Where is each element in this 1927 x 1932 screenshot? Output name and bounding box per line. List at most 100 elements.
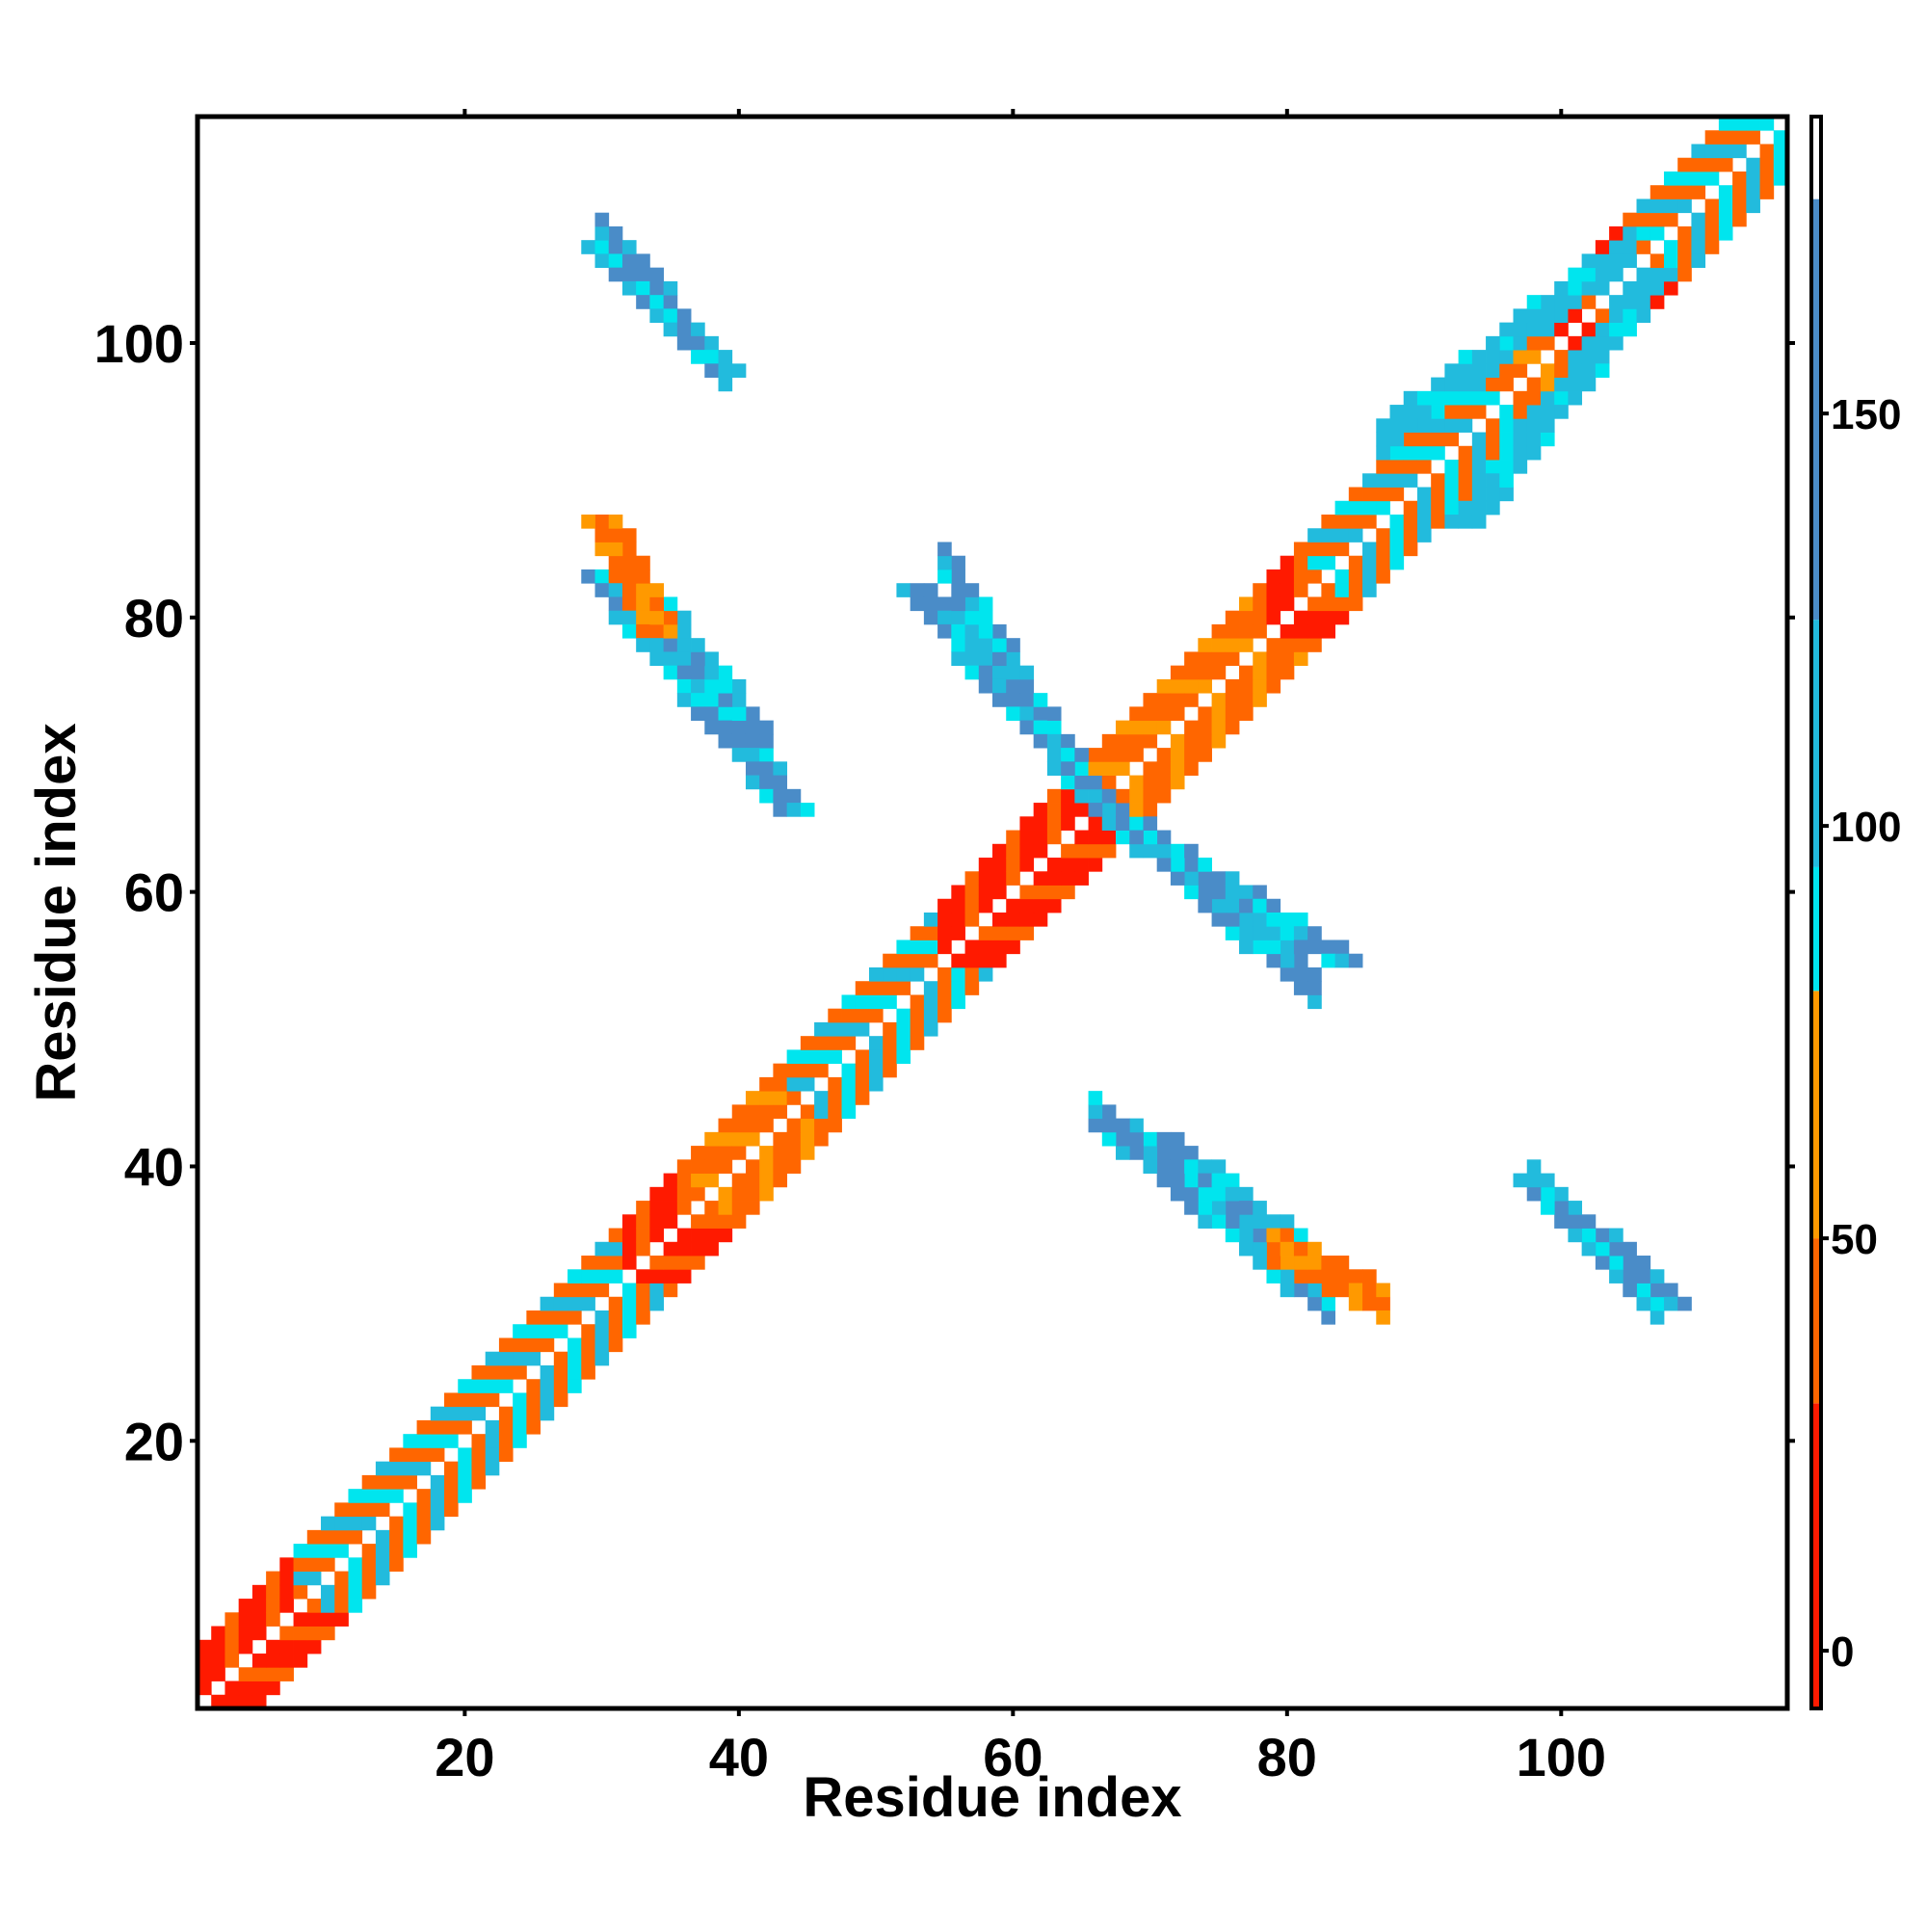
heatmap-cell [1280,623,1295,639]
heatmap-cell [1431,390,1445,406]
heatmap-cell [978,898,993,913]
heatmap-cell [1006,913,1020,927]
heatmap-cell [306,1626,322,1641]
heatmap-cell [608,1324,623,1338]
heatmap-cell [992,858,1007,872]
heatmap-cell [553,1364,568,1380]
heatmap-cell [759,1076,774,1092]
heatmap-cell [1526,350,1542,364]
heatmap-cell [581,1269,595,1284]
heatmap-cell [1321,623,1335,639]
heatmap-cell [841,1008,857,1023]
heatmap-cell [759,720,774,735]
heatmap-cell [321,1529,335,1545]
y-axis-title: Residue index [25,723,88,1101]
heatmap-cell [691,1186,705,1202]
heatmap-cell [964,966,980,982]
heatmap-cell [485,1351,500,1366]
heatmap-cell [1019,913,1035,927]
heatmap-cell [1691,240,1706,254]
heatmap-cell [1116,1131,1130,1147]
heatmap-cell [1046,761,1062,776]
heatmap-cell [937,913,952,927]
heatmap-cell [1595,363,1610,378]
heatmap-cell [1636,267,1651,282]
heatmap-cell [251,1584,267,1600]
heatmap-cell [800,1049,815,1065]
heatmap-cell [430,1502,445,1518]
heatmap-cell [786,1091,802,1105]
heatmap-cell [471,1461,487,1476]
heatmap-cell [321,1626,335,1641]
heatmap-cell [444,1461,459,1476]
heatmap-cell [1403,542,1418,557]
heatmap-cell [1486,460,1500,474]
heatmap-cell [951,638,965,652]
heatmap-cell [608,1337,623,1353]
heatmap-cell [1006,651,1020,667]
heatmap-cell [1609,308,1623,324]
heatmap-cell [937,610,952,625]
colorbar-band [1811,620,1821,867]
heatmap-cell [676,1201,692,1215]
heatmap-cell [649,280,665,296]
heatmap-cell [1101,733,1117,749]
heatmap-cell [1019,843,1035,859]
heatmap-cell [1389,528,1405,543]
heatmap-cell [1280,1283,1295,1298]
heatmap-cell [1116,1146,1130,1160]
heatmap-cell [568,1379,582,1393]
heatmap-cell [937,542,952,557]
heatmap-cell [403,1502,417,1518]
heatmap-cell [1129,775,1144,790]
heatmap-cell [910,940,925,955]
heatmap-cell [1650,212,1665,227]
heatmap-cell [1526,1186,1542,1202]
heatmap-cell [786,788,802,804]
heatmap-cell [937,994,952,1010]
heatmap-cell [1650,280,1665,296]
heatmap-cell [759,1186,774,1202]
heatmap-cell [964,913,980,927]
heatmap-cell [1006,830,1020,845]
heatmap-cell [251,1612,267,1627]
heatmap-cell [1198,898,1212,913]
heatmap-cell [1691,253,1706,269]
heatmap-cell [471,1364,487,1380]
heatmap-cell [1129,803,1144,817]
heatmap-cell [1239,885,1254,900]
heatmap-cell [361,1489,377,1503]
heatmap-cell [1061,803,1075,817]
heatmap-cell [1225,693,1240,707]
heatmap-cell [663,1283,678,1298]
heatmap-cell [868,1063,884,1078]
heatmap-cell [1595,1256,1610,1270]
heatmap-cell [1704,225,1720,241]
heatmap-cell [649,1201,665,1215]
heatmap-cell [745,1131,760,1147]
heatmap-cell [403,1461,417,1476]
heatmap-cell [540,1337,555,1353]
heatmap-cell [1184,1159,1199,1174]
heatmap-cell [937,966,952,982]
heatmap-cell [293,1654,308,1668]
heatmap-cell [1581,363,1597,378]
heatmap-cell [403,1434,417,1448]
heatmap-cell [1609,335,1623,351]
heatmap-cell [855,1021,870,1037]
heatmap-cell [964,596,980,612]
colorbar-band [1811,866,1821,992]
heatmap-cell [1156,1173,1172,1188]
heatmap-cell [649,1214,665,1229]
heatmap-cell [444,1419,459,1435]
heatmap-cell [1513,335,1528,351]
heatmap-cell [841,1076,857,1092]
heatmap-cell [1225,926,1240,940]
heatmap-cell [1677,267,1692,282]
heatmap-cell [568,1337,582,1353]
heatmap-cell [1088,843,1103,859]
heatmap-cell [1198,651,1212,667]
heatmap-cell [1129,1146,1144,1160]
heatmap-cell [923,1008,938,1023]
heatmap-cell [1650,225,1665,241]
